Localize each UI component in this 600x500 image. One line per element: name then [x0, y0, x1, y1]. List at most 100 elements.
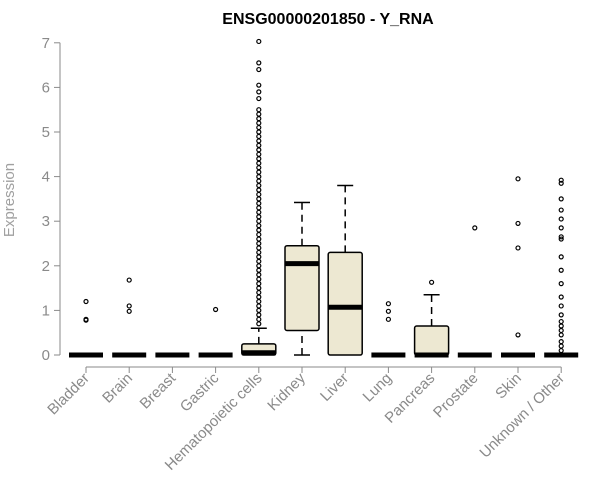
x-tick-label: Liver — [317, 370, 352, 405]
box-prostate — [457, 225, 492, 358]
outlier-point — [558, 323, 564, 329]
x-tick-label: Lung — [360, 370, 396, 406]
outlier-point — [256, 254, 262, 260]
outlier-point — [256, 120, 262, 126]
outlier-point — [256, 307, 262, 313]
outlier-point — [256, 267, 262, 273]
outlier-point — [256, 245, 262, 251]
outlier-point — [256, 82, 262, 88]
outlier-point — [256, 209, 262, 215]
outlier-point — [256, 151, 262, 157]
outlier-point — [256, 249, 262, 256]
outlier-point — [256, 196, 262, 202]
outlier-point — [256, 60, 262, 66]
outlier-point — [256, 312, 262, 318]
outlier-point — [558, 294, 564, 300]
x-tick-label: Prostate — [430, 370, 482, 422]
outlier-point — [515, 245, 521, 251]
outlier-point — [558, 177, 564, 183]
outlier-point — [256, 142, 262, 148]
outlier-point — [256, 321, 262, 327]
outlier-point — [256, 191, 262, 198]
outlier-point — [256, 303, 262, 309]
outlier-point — [256, 178, 262, 184]
outlier-point — [385, 308, 391, 314]
outlier-point — [558, 347, 564, 354]
outlier-point — [558, 312, 564, 318]
chart-title: ENSG00000201850 - Y_RNA — [222, 11, 434, 28]
outlier-point — [558, 254, 564, 260]
y-tick-label: 1 — [42, 302, 50, 319]
outlier-point — [83, 316, 89, 322]
y-tick-label: 2 — [42, 258, 50, 275]
outlier-point — [256, 169, 262, 175]
outlier-point — [558, 318, 564, 325]
outlier-point — [256, 138, 262, 144]
y-tick-label: 7 — [42, 35, 50, 52]
outlier-point — [558, 180, 564, 186]
y-tick-label: 6 — [42, 79, 50, 96]
outlier-point — [213, 306, 219, 313]
outlier-point — [126, 308, 132, 314]
outlier-point — [256, 236, 262, 242]
y-axis-label: Expression — [1, 163, 18, 237]
outlier-point — [558, 327, 564, 334]
outlier-point — [256, 133, 262, 140]
outlier-point — [256, 316, 262, 322]
outlier-point — [256, 223, 262, 229]
outlier-point — [558, 196, 564, 202]
boxes-group — [69, 38, 579, 358]
outlier-point — [256, 156, 262, 162]
box-bladder — [69, 298, 103, 358]
box-hematopoietic-cells — [241, 38, 277, 356]
outlier-point — [256, 116, 262, 122]
x-tick-label: Kidney — [264, 369, 309, 414]
outlier-point — [256, 227, 262, 233]
outlier-point — [558, 207, 564, 213]
outlier-point — [385, 301, 391, 307]
x-tick-label: Bladder — [44, 370, 93, 419]
outlier-point — [256, 289, 262, 296]
outlier-point — [256, 89, 262, 95]
outlier-point — [385, 316, 391, 322]
outlier-point — [558, 332, 564, 338]
box-brain — [112, 277, 147, 358]
outlier-point — [256, 263, 262, 269]
outlier-point — [515, 220, 521, 227]
outlier-point — [256, 174, 262, 180]
outlier-point — [558, 236, 564, 242]
y-tick-label: 5 — [42, 124, 50, 141]
box-gastric — [198, 306, 233, 358]
box-lung — [371, 301, 406, 358]
outlier-point — [558, 225, 564, 231]
outlier-point — [256, 160, 262, 166]
outlier-point — [256, 240, 262, 247]
outlier-point — [558, 303, 564, 309]
outlier-point — [256, 276, 262, 282]
outlier-point — [472, 225, 478, 231]
outlier-point — [515, 332, 521, 338]
outlier-point — [256, 285, 262, 291]
outlier-point — [256, 165, 262, 171]
x-tick-label: Brain — [99, 370, 136, 407]
outlier-point — [256, 258, 262, 264]
box-skin — [501, 176, 535, 358]
box-iqr — [284, 244, 320, 332]
outlier-point — [256, 214, 262, 220]
outlier-point — [256, 111, 262, 117]
outlier-point — [256, 187, 262, 193]
box-pancreas — [413, 279, 450, 358]
outlier-point — [126, 277, 132, 283]
box-kidney — [284, 201, 320, 356]
outlier-point — [256, 281, 262, 287]
x-tick-label: Skin — [492, 370, 525, 403]
outlier-point — [256, 107, 262, 113]
outlier-point — [256, 66, 262, 73]
outlier-point — [256, 231, 262, 238]
outlier-point — [558, 267, 564, 273]
outlier-point — [256, 294, 262, 300]
outlier-point — [256, 200, 262, 206]
outlier-point — [515, 176, 521, 182]
